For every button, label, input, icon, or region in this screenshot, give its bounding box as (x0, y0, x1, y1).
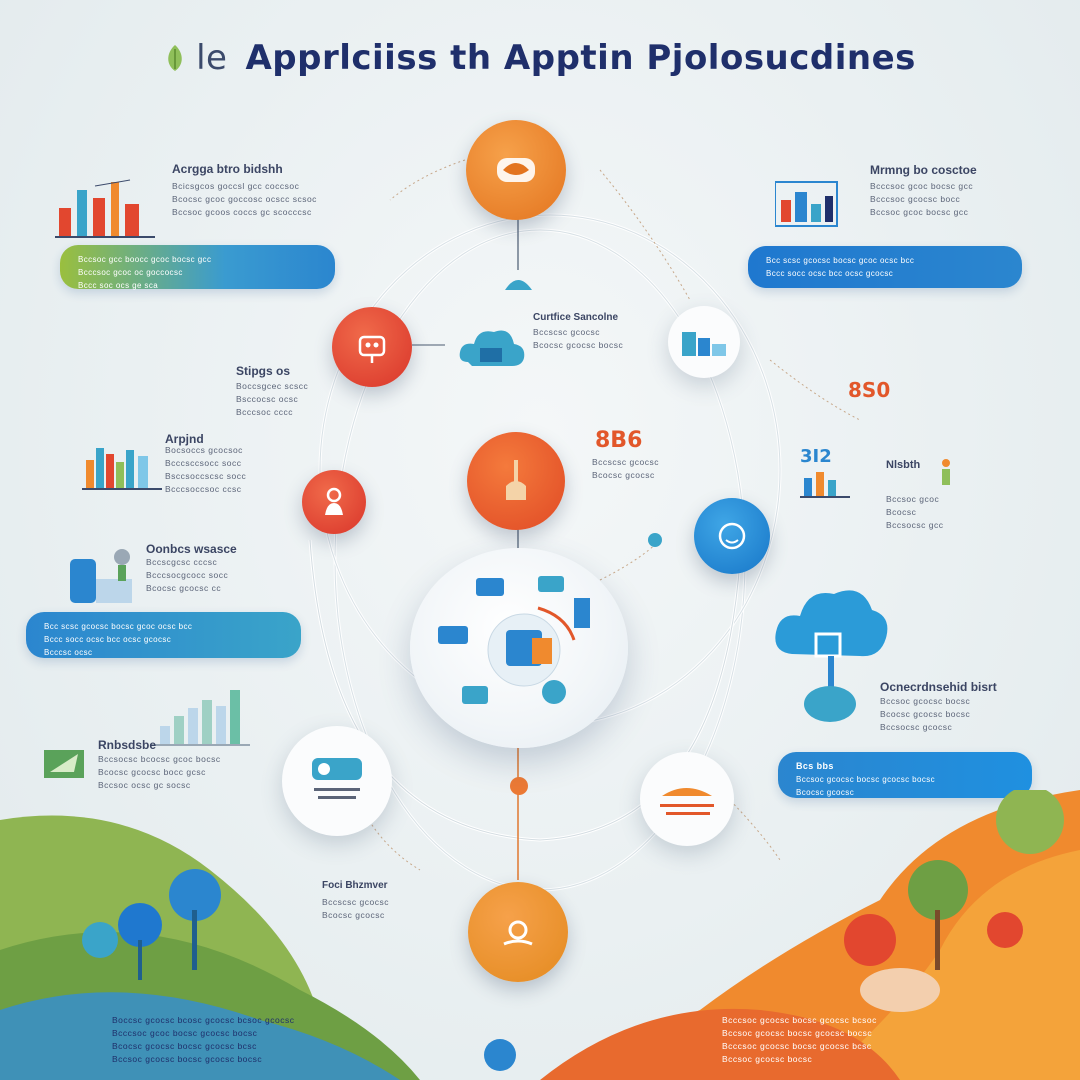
product-icon (497, 158, 535, 182)
block-text: Bccsoc gcocsc bocsc Bcocsc gcocsc bocsc Bc… (880, 696, 971, 732)
landscape-illustration (0, 790, 1080, 1080)
worker-figure-icon (942, 459, 950, 485)
machine-icon (312, 758, 362, 799)
node-product[interactable] (466, 120, 566, 220)
devices-icon (438, 576, 590, 704)
block-heading: Acrgga btro bidshh (172, 162, 283, 176)
block-heading: Curtfice Sancolne (533, 312, 619, 323)
bar-chart-illustration (800, 472, 850, 498)
stat-value: 8S0 (848, 378, 891, 402)
block-text: Bccsocsc bcocsc gcoc bocsc Bcocsc gcocsc … (98, 754, 221, 790)
info-pill: Bccsoc gcc boocc gcoc bocsc gcc Bcccsoc g… (60, 245, 335, 290)
block-heading: Arpjnd (165, 432, 204, 446)
building-illustration (775, 181, 838, 227)
footer-text-right: Bcccsoc gcocsc bocsc gcocsc bcsoc Bccsoc … (722, 1015, 877, 1064)
office-icon (682, 332, 726, 356)
central-hub[interactable] (410, 548, 628, 748)
block-heading: Ocnecrdnsehid bisrt (880, 680, 997, 694)
block-heading: Rnbsdsbe (98, 738, 157, 752)
block-text: Bcicsgcos goccsl gcc coccsoc Bcocsc gcoc … (172, 181, 317, 217)
node-machine[interactable] (282, 726, 392, 836)
node-delivery[interactable] (640, 752, 734, 846)
leaf-card-icon (44, 750, 84, 778)
block-text: Bccscsc gcocsc Bcocsc gcocsc (322, 897, 389, 920)
block-text: Bocsoccs gcocsoc Bcccsccsocc socc Bsccsocc… (165, 445, 247, 494)
cloud-icon (459, 330, 525, 366)
block-text: Bccsoc gcoc Bcocsc Bccsocsc gcc (886, 494, 944, 530)
gear-hand-icon (503, 920, 533, 946)
node-office[interactable] (668, 306, 740, 378)
block-text: Boccsgcec scscc Bsccocsc ocsc Bcccsoc cccc (236, 381, 309, 417)
worker-icon (506, 460, 526, 500)
block-text: Bcccsoc gcoc bocsc gcc Bcccsoc gcocsc boc… (870, 181, 974, 217)
block-text: Bccscsc gcocsc Bcocsc gcocsc (592, 457, 659, 480)
block-text: Bccscgcsc cccsc Bcccsocgcocc socc Bcocsc g… (146, 557, 229, 593)
page-title: le Apprlciiss th Apptin Pjolosucdines (0, 38, 1080, 78)
block-text: Bccscsc gcocsc Bcocsc gcocsc bocsc (533, 327, 624, 350)
node-gear-hand[interactable] (468, 882, 568, 982)
machine-illustration (70, 549, 132, 603)
stat-value: 3I2 (800, 446, 832, 467)
block-heading: Stipgs os (236, 364, 291, 378)
robot-icon (358, 335, 386, 363)
info-pill: Bcc scsc gcocsc bocsc gcoc ocsc bcc Bccc … (26, 612, 301, 658)
cloud-icon (775, 590, 888, 722)
block-heading: Foci Bhzmver (322, 880, 388, 891)
info-pill: Bcc scsc gcocsc bocsc gcoc ocsc bcc Bccc … (748, 246, 1022, 288)
node-hand[interactable] (302, 470, 366, 534)
node-face[interactable] (694, 498, 770, 574)
block-heading: Oonbcs wsasce (146, 542, 237, 556)
delivery-icon (660, 788, 714, 815)
block-heading: Mrmng bo cosctoe (870, 163, 977, 177)
info-pill: Bcs bbs Bccsoc gcocsc bocsc gcocsc bocsc… (778, 752, 1032, 798)
stat-value: 8B6 (595, 428, 643, 453)
bar-chart-illustration (150, 690, 250, 746)
node-robot[interactable] (332, 307, 412, 387)
leaf-logo-icon (168, 45, 182, 71)
block-heading: Nlsbth (886, 459, 921, 471)
hand-icon (325, 487, 343, 515)
face-icon (718, 522, 746, 550)
bar-chart-illustration (55, 179, 155, 238)
node-worker[interactable] (467, 432, 565, 530)
bar-chart-illustration (82, 448, 162, 490)
footer-text-left: Boccsc gcocsc bcosc gcocsc bcsoc gcocsc B… (112, 1015, 295, 1064)
